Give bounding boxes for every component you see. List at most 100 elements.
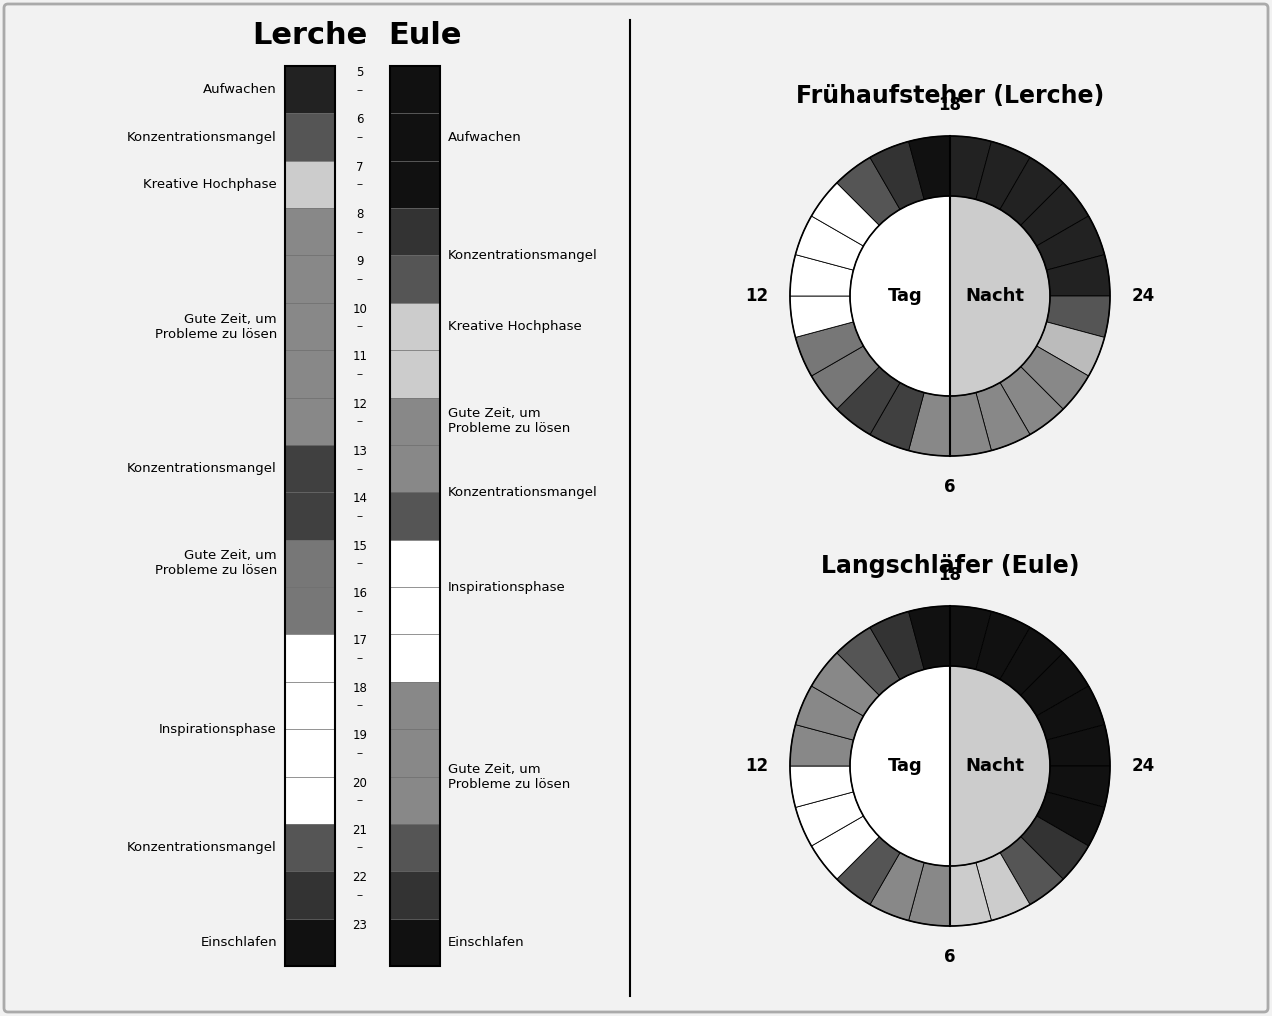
Text: 8: 8 bbox=[356, 208, 364, 221]
Wedge shape bbox=[1000, 837, 1063, 904]
Text: Tag: Tag bbox=[888, 757, 922, 775]
Bar bbox=[391, 539, 440, 587]
Text: Tag: Tag bbox=[888, 287, 922, 305]
Wedge shape bbox=[795, 686, 864, 740]
Wedge shape bbox=[850, 666, 950, 866]
Wedge shape bbox=[950, 196, 1049, 396]
Bar bbox=[391, 255, 440, 303]
Bar bbox=[391, 729, 440, 776]
Text: 18: 18 bbox=[939, 96, 962, 114]
Text: 12: 12 bbox=[352, 397, 368, 410]
Wedge shape bbox=[1020, 346, 1089, 409]
FancyBboxPatch shape bbox=[4, 4, 1268, 1012]
Bar bbox=[285, 397, 335, 445]
Wedge shape bbox=[870, 852, 925, 920]
Text: 12: 12 bbox=[745, 757, 768, 775]
Bar bbox=[391, 634, 440, 682]
Bar bbox=[285, 161, 335, 208]
Bar bbox=[285, 351, 335, 397]
Wedge shape bbox=[812, 346, 879, 409]
Bar bbox=[391, 397, 440, 445]
Text: Aufwachen: Aufwachen bbox=[204, 83, 277, 97]
Wedge shape bbox=[1047, 766, 1110, 808]
Text: Konzentrationsmangel: Konzentrationsmangel bbox=[127, 462, 277, 475]
Text: --: -- bbox=[356, 321, 364, 331]
Text: --: -- bbox=[356, 796, 364, 806]
Bar bbox=[391, 776, 440, 824]
Bar bbox=[285, 824, 335, 872]
Wedge shape bbox=[976, 852, 1030, 920]
Wedge shape bbox=[950, 392, 991, 456]
Bar bbox=[285, 493, 335, 539]
Text: 21: 21 bbox=[352, 824, 368, 837]
Bar bbox=[391, 303, 440, 351]
Wedge shape bbox=[790, 296, 854, 337]
Text: 24: 24 bbox=[1132, 287, 1155, 305]
Bar bbox=[391, 66, 440, 966]
Bar bbox=[285, 729, 335, 776]
Text: 18: 18 bbox=[939, 566, 962, 584]
Text: Konzentrationsmangel: Konzentrationsmangel bbox=[448, 249, 598, 262]
Wedge shape bbox=[908, 136, 950, 199]
Wedge shape bbox=[790, 724, 854, 766]
Text: Kreative Hochphase: Kreative Hochphase bbox=[144, 178, 277, 191]
Text: 17: 17 bbox=[352, 634, 368, 647]
Text: --: -- bbox=[356, 227, 364, 237]
Bar bbox=[285, 114, 335, 161]
Wedge shape bbox=[976, 383, 1030, 450]
Text: 24: 24 bbox=[1132, 757, 1155, 775]
Text: Gute Zeit, um
Probleme zu lösen: Gute Zeit, um Probleme zu lösen bbox=[155, 550, 277, 577]
Text: Gute Zeit, um
Probleme zu lösen: Gute Zeit, um Probleme zu lösen bbox=[448, 407, 570, 435]
Text: Gute Zeit, um
Probleme zu lösen: Gute Zeit, um Probleme zu lösen bbox=[448, 763, 570, 790]
Wedge shape bbox=[1000, 157, 1063, 226]
Bar bbox=[285, 682, 335, 729]
Wedge shape bbox=[795, 791, 864, 846]
Text: --: -- bbox=[356, 700, 364, 710]
Bar bbox=[391, 493, 440, 539]
Text: 23: 23 bbox=[352, 918, 368, 932]
Text: 6: 6 bbox=[944, 948, 955, 966]
Text: 10: 10 bbox=[352, 303, 368, 316]
Wedge shape bbox=[1020, 183, 1089, 246]
Text: 19: 19 bbox=[352, 729, 368, 742]
Wedge shape bbox=[837, 367, 901, 435]
Text: --: -- bbox=[356, 463, 364, 473]
Wedge shape bbox=[1037, 322, 1104, 376]
Text: --: -- bbox=[356, 748, 364, 758]
Bar bbox=[285, 255, 335, 303]
Bar bbox=[285, 539, 335, 587]
Text: Konzentrationsmangel: Konzentrationsmangel bbox=[448, 486, 598, 499]
Wedge shape bbox=[837, 157, 901, 226]
Text: --: -- bbox=[356, 653, 364, 663]
Bar bbox=[391, 918, 440, 966]
Wedge shape bbox=[1047, 724, 1110, 766]
Bar bbox=[285, 634, 335, 682]
Wedge shape bbox=[908, 863, 950, 926]
Wedge shape bbox=[908, 606, 950, 670]
Wedge shape bbox=[870, 383, 925, 450]
Bar bbox=[391, 872, 440, 918]
Wedge shape bbox=[950, 863, 991, 926]
Wedge shape bbox=[1000, 367, 1063, 435]
Bar bbox=[391, 66, 440, 114]
Bar bbox=[285, 918, 335, 966]
Text: Inspirationsphase: Inspirationsphase bbox=[448, 580, 566, 593]
Bar bbox=[285, 66, 335, 114]
Bar bbox=[391, 824, 440, 872]
Text: --: -- bbox=[356, 369, 364, 379]
Wedge shape bbox=[790, 255, 854, 296]
Wedge shape bbox=[1047, 255, 1110, 296]
Wedge shape bbox=[1047, 296, 1110, 337]
Wedge shape bbox=[795, 322, 864, 376]
Text: --: -- bbox=[356, 842, 364, 852]
Text: --: -- bbox=[356, 84, 364, 94]
Wedge shape bbox=[1037, 791, 1104, 846]
Wedge shape bbox=[812, 816, 879, 879]
Text: Konzentrationsmangel: Konzentrationsmangel bbox=[127, 130, 277, 143]
Wedge shape bbox=[837, 837, 901, 904]
Wedge shape bbox=[950, 136, 991, 199]
Text: 14: 14 bbox=[352, 493, 368, 505]
Bar bbox=[285, 208, 335, 255]
Bar bbox=[391, 445, 440, 493]
Text: --: -- bbox=[356, 511, 364, 521]
